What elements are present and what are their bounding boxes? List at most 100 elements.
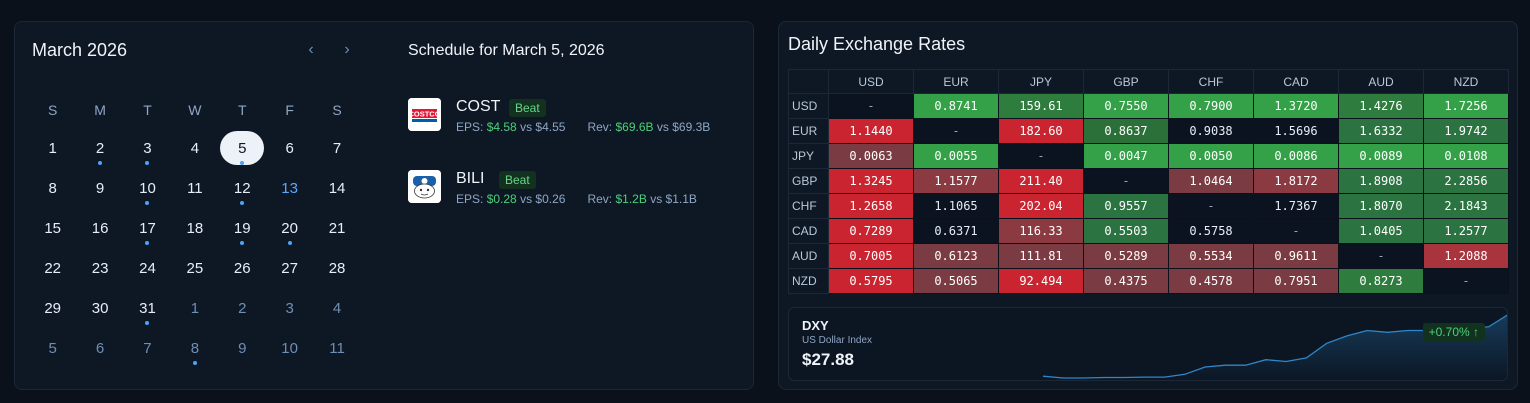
rate-cell[interactable]: 1.7367 xyxy=(1253,193,1339,219)
rate-cell[interactable]: 1.5696 xyxy=(1253,118,1339,144)
calendar-day[interactable]: 27 xyxy=(266,248,313,288)
calendar-day[interactable]: 25 xyxy=(171,248,218,288)
rate-cell[interactable]: 0.9611 xyxy=(1253,243,1339,269)
rate-cell[interactable]: 1.8908 xyxy=(1338,168,1424,194)
rate-cell[interactable]: 0.0050 xyxy=(1168,143,1254,169)
calendar-day[interactable]: 19 xyxy=(219,208,266,248)
rate-cell[interactable]: 0.6371 xyxy=(913,218,999,244)
rate-cell[interactable]: 116.33 xyxy=(998,218,1084,244)
calendar-day[interactable]: 8 xyxy=(29,168,76,208)
rate-cell[interactable]: - xyxy=(1338,243,1424,269)
rate-cell[interactable]: 111.81 xyxy=(998,243,1084,269)
rate-cell[interactable]: 1.7256 xyxy=(1423,93,1509,119)
calendar-day[interactable]: 3 xyxy=(124,128,171,168)
calendar-day[interactable]: 2 xyxy=(219,288,266,328)
calendar-day[interactable]: 21 xyxy=(313,208,360,248)
calendar-day[interactable]: 4 xyxy=(171,128,218,168)
rate-cell[interactable]: 1.2577 xyxy=(1423,218,1509,244)
rate-cell[interactable]: 1.3245 xyxy=(828,168,914,194)
rate-cell[interactable]: 0.0089 xyxy=(1338,143,1424,169)
calendar-day[interactable]: 14 xyxy=(313,168,360,208)
rate-cell[interactable]: 0.5289 xyxy=(1083,243,1169,269)
rate-cell[interactable]: 159.61 xyxy=(998,93,1084,119)
calendar-day[interactable]: 8 xyxy=(171,328,218,368)
rate-cell[interactable]: 0.5503 xyxy=(1083,218,1169,244)
calendar-day[interactable]: 15 xyxy=(29,208,76,248)
calendar-day[interactable]: 10 xyxy=(124,168,171,208)
earnings-item-cost[interactable]: COSTCO COST Beat EPS: $4.58 vs $4.55 Rev:… xyxy=(408,98,738,138)
chevron-right-icon[interactable]: › xyxy=(344,41,350,58)
calendar-day[interactable]: 2 xyxy=(76,128,123,168)
calendar-day[interactable]: 5 xyxy=(29,328,76,368)
calendar-day[interactable]: 6 xyxy=(76,328,123,368)
dxy-card[interactable]: DXY US Dollar Index $27.88 +0.70% ↑ xyxy=(788,307,1508,381)
calendar-day[interactable]: 7 xyxy=(124,328,171,368)
rate-cell[interactable]: 0.7900 xyxy=(1168,93,1254,119)
rate-cell[interactable]: 2.2856 xyxy=(1423,168,1509,194)
rate-cell[interactable]: 1.1065 xyxy=(913,193,999,219)
chevron-left-icon[interactable]: ‹ xyxy=(308,41,314,58)
rate-cell[interactable]: - xyxy=(913,118,999,144)
rate-cell[interactable]: 1.6332 xyxy=(1338,118,1424,144)
rate-cell[interactable]: 1.2088 xyxy=(1423,243,1509,269)
calendar-day[interactable]: 12 xyxy=(219,168,266,208)
rate-cell[interactable]: 2.1843 xyxy=(1423,193,1509,219)
rate-cell[interactable]: 1.4276 xyxy=(1338,93,1424,119)
calendar-day[interactable]: 10 xyxy=(266,328,313,368)
rate-cell[interactable]: 0.0055 xyxy=(913,143,999,169)
rate-cell[interactable]: 1.3720 xyxy=(1253,93,1339,119)
rate-cell[interactable]: 1.1577 xyxy=(913,168,999,194)
rate-cell[interactable]: 1.0405 xyxy=(1338,218,1424,244)
rate-cell[interactable]: 0.5795 xyxy=(828,268,914,294)
calendar-day[interactable]: 30 xyxy=(76,288,123,328)
calendar-day[interactable]: 6 xyxy=(266,128,313,168)
rate-cell[interactable]: 1.9742 xyxy=(1423,118,1509,144)
rate-cell[interactable]: - xyxy=(1423,268,1509,294)
calendar-day[interactable]: 20 xyxy=(266,208,313,248)
calendar-day[interactable]: 22 xyxy=(29,248,76,288)
calendar-day[interactable]: 26 xyxy=(219,248,266,288)
rate-cell[interactable]: 0.0047 xyxy=(1083,143,1169,169)
rate-cell[interactable]: 182.60 xyxy=(998,118,1084,144)
calendar-day[interactable]: 1 xyxy=(171,288,218,328)
rate-cell[interactable]: 0.0108 xyxy=(1423,143,1509,169)
calendar-day[interactable]: 4 xyxy=(313,288,360,328)
calendar-day[interactable]: 23 xyxy=(76,248,123,288)
rate-cell[interactable]: 92.494 xyxy=(998,268,1084,294)
calendar-day[interactable]: 13 xyxy=(266,168,313,208)
rate-cell[interactable]: 0.7289 xyxy=(828,218,914,244)
calendar-day[interactable]: 31 xyxy=(124,288,171,328)
rate-cell[interactable]: - xyxy=(1168,193,1254,219)
rate-cell[interactable]: 202.04 xyxy=(998,193,1084,219)
calendar-day[interactable]: 7 xyxy=(313,128,360,168)
calendar-day[interactable]: 11 xyxy=(313,328,360,368)
calendar-day[interactable]: 28 xyxy=(313,248,360,288)
calendar-day[interactable]: 1 xyxy=(29,128,76,168)
calendar-day[interactable]: 11 xyxy=(171,168,218,208)
calendar-day[interactable]: 17 xyxy=(124,208,171,248)
calendar-day[interactable]: 24 xyxy=(124,248,171,288)
rate-cell[interactable]: 0.5534 xyxy=(1168,243,1254,269)
calendar-day[interactable]: 18 xyxy=(171,208,218,248)
rate-cell[interactable]: 0.0086 xyxy=(1253,143,1339,169)
rate-cell[interactable]: 0.9557 xyxy=(1083,193,1169,219)
rate-cell[interactable]: 0.7550 xyxy=(1083,93,1169,119)
rate-cell[interactable]: 1.1440 xyxy=(828,118,914,144)
earnings-item-bili[interactable]: BILI Beat EPS: $0.28 vs $0.26 Rev: $1.2B … xyxy=(408,170,738,210)
rate-cell[interactable]: 0.9038 xyxy=(1168,118,1254,144)
rate-cell[interactable]: - xyxy=(998,143,1084,169)
rate-cell[interactable]: 0.0063 xyxy=(828,143,914,169)
calendar-day-selected[interactable]: 5 xyxy=(219,128,266,168)
rate-cell[interactable]: 211.40 xyxy=(998,168,1084,194)
calendar-day[interactable]: 16 xyxy=(76,208,123,248)
calendar-day[interactable]: 3 xyxy=(266,288,313,328)
rate-cell[interactable]: 0.7951 xyxy=(1253,268,1339,294)
rate-cell[interactable]: 0.5758 xyxy=(1168,218,1254,244)
rate-cell[interactable]: 1.0464 xyxy=(1168,168,1254,194)
calendar-day[interactable]: 9 xyxy=(219,328,266,368)
rate-cell[interactable]: 1.2658 xyxy=(828,193,914,219)
rate-cell[interactable]: 0.5065 xyxy=(913,268,999,294)
calendar-day[interactable]: 29 xyxy=(29,288,76,328)
rate-cell[interactable]: 0.8741 xyxy=(913,93,999,119)
rate-cell[interactable]: - xyxy=(828,93,914,119)
